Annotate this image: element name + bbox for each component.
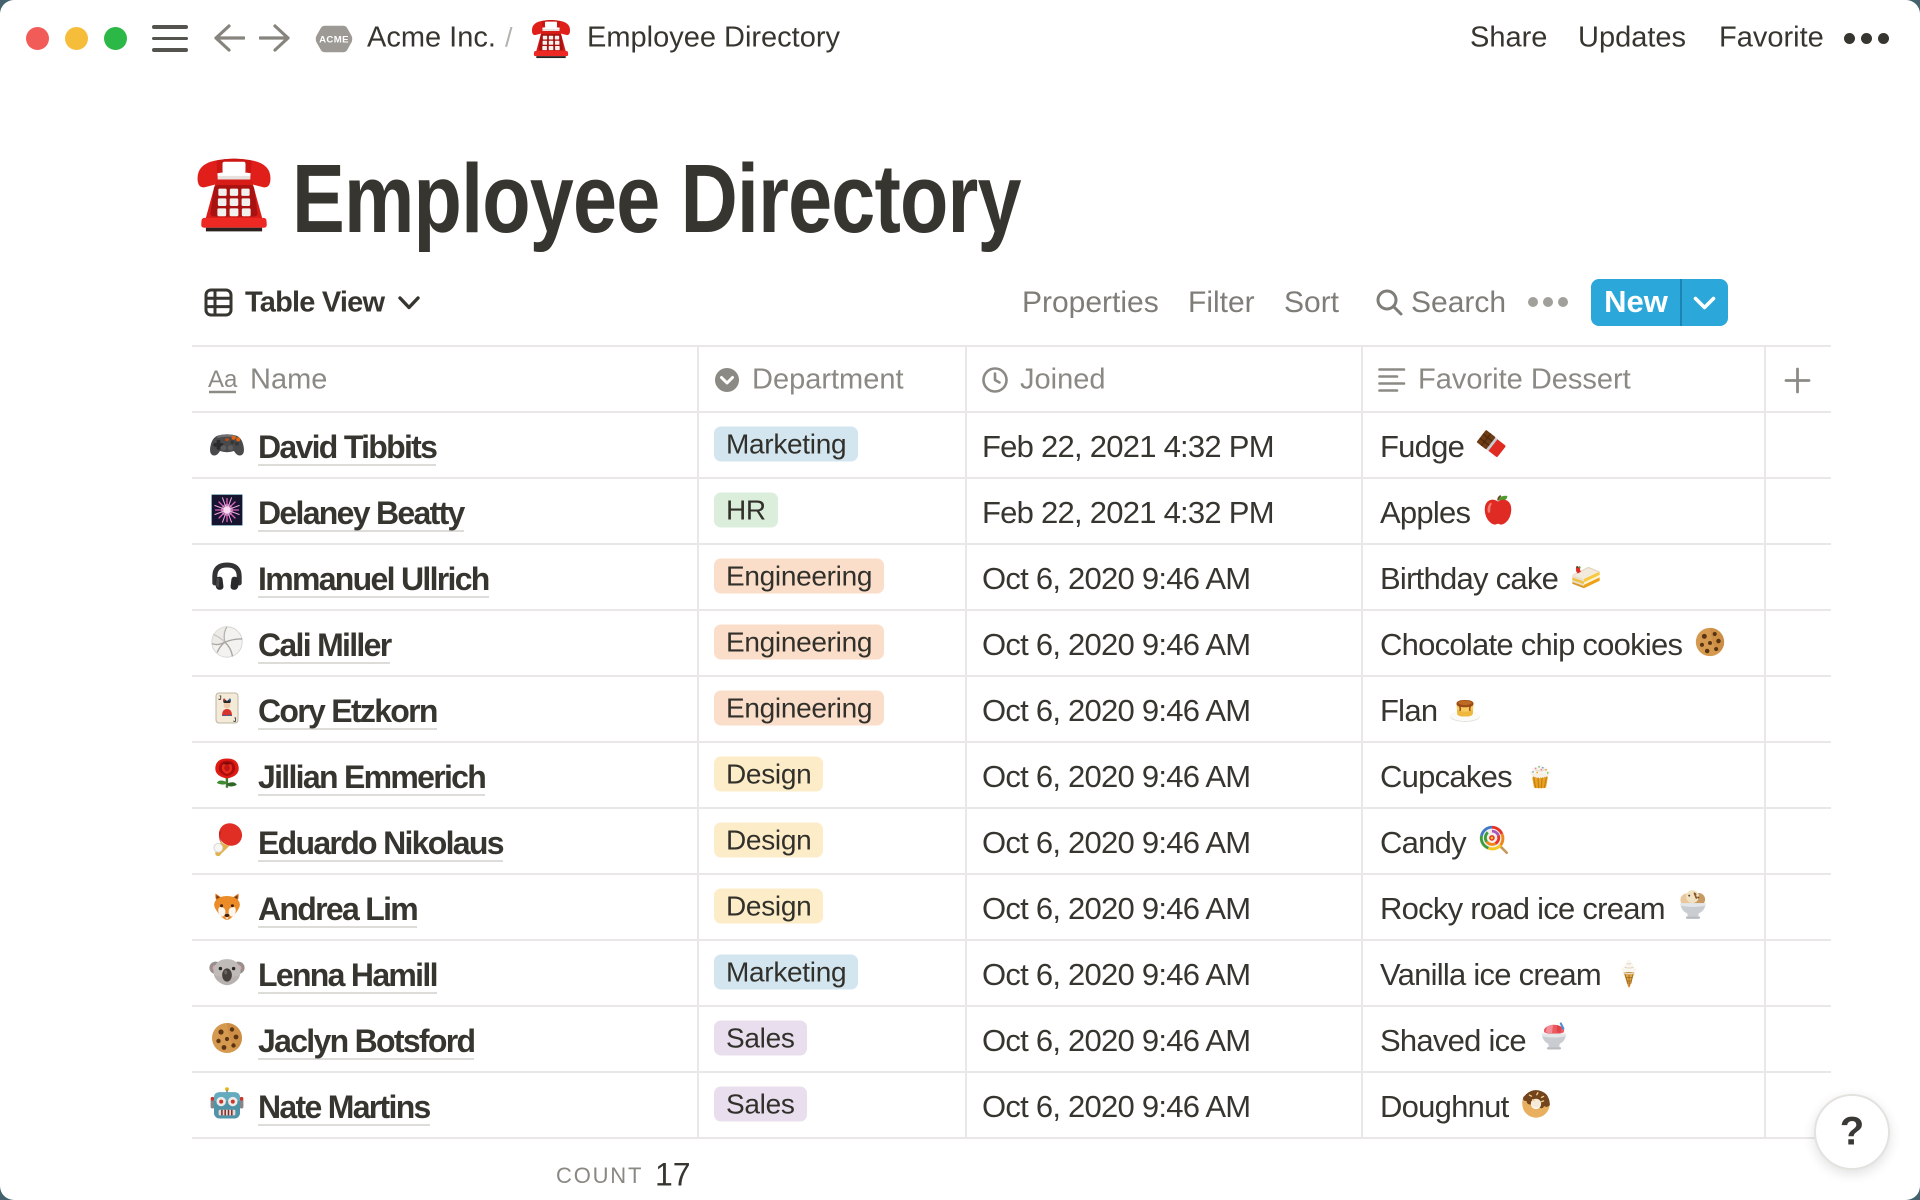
svg-text:J: J	[218, 696, 221, 702]
svg-text:Aa: Aa	[208, 367, 238, 393]
svg-text:ACME: ACME	[319, 35, 349, 46]
svg-text:J: J	[233, 718, 236, 724]
